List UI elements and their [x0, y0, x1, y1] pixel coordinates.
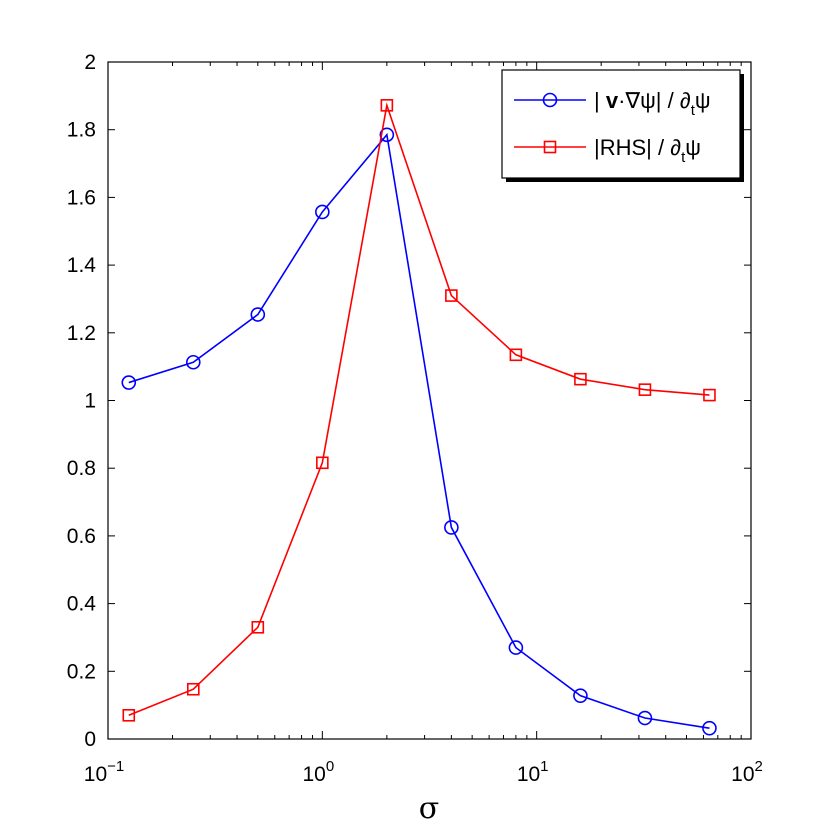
data-point [508, 640, 524, 655]
data-point [703, 388, 716, 402]
data-point [574, 372, 587, 386]
series-layer [121, 99, 717, 736]
x-tick-base: 10 [731, 763, 754, 786]
x-axis-label: σ [419, 791, 439, 826]
y-tick-label: 1.4 [67, 254, 97, 277]
data-point [445, 289, 458, 302]
x-tick-base: 10 [517, 763, 540, 786]
legend-entry: |RHS| / ∂tψ [514, 135, 701, 166]
data-point [185, 354, 201, 370]
x-tick-base: 10 [84, 763, 107, 786]
y-tick-label: 1.6 [67, 186, 96, 209]
legend-label: |RHS| / ∂tψ [594, 135, 701, 166]
legend-text-subscript: t [681, 149, 686, 166]
legend-text-post: ψ [685, 135, 701, 160]
y-tick-label: 0.8 [67, 457, 96, 480]
x-tick-label: 102 [731, 758, 763, 786]
x-tick-label: 100 [302, 758, 334, 786]
legend-box [501, 69, 741, 179]
data-point [444, 520, 459, 535]
legend-text-bold: v [606, 88, 619, 113]
y-tick-label: 0.6 [67, 525, 96, 548]
legend-text-subscript: t [691, 102, 696, 119]
series-1 [121, 127, 717, 736]
x-tick-exponent: 0 [326, 758, 334, 775]
x-tick-label: 101 [517, 758, 549, 786]
y-tick-label: 1 [84, 390, 96, 413]
y-tick-label: 1.2 [67, 322, 96, 345]
data-point [122, 709, 136, 722]
data-point [250, 307, 266, 322]
y-tick-label: 0 [84, 728, 96, 751]
legend-label: | v·∇ψ| / ∂tψ [594, 88, 711, 119]
legend-marker [543, 140, 557, 154]
legend-text-post: ψ [695, 88, 711, 113]
x-tick-exponent: 1 [540, 758, 548, 775]
series-line [128, 102, 710, 717]
data-point [315, 204, 330, 220]
x-tick-exponent: 2 [755, 758, 763, 775]
data-point [509, 348, 523, 362]
series-line [128, 132, 710, 729]
x-tick-base: 10 [302, 763, 325, 786]
series-2 [122, 99, 716, 722]
y-tick-label: 2 [84, 51, 96, 74]
legend-text-mid: |RHS| / ∂ [594, 135, 681, 160]
y-tick-label: 0.2 [67, 660, 96, 683]
data-point [251, 620, 265, 634]
legend: | v·∇ψ| / ∂tψ|RHS| / ∂tψ [501, 69, 744, 182]
x-tick-label: 10−1 [84, 758, 124, 786]
data-point [637, 710, 653, 726]
legend-text-pre: | [594, 88, 606, 113]
data-point [121, 375, 137, 390]
data-point [316, 456, 329, 470]
data-point [379, 127, 395, 143]
y-tick-label: 1.8 [67, 119, 96, 142]
data-point [573, 688, 588, 703]
data-point [702, 720, 717, 736]
x-tick-exponent: −1 [107, 758, 124, 775]
legend-text-mid: ·∇ψ| / ∂ [618, 88, 691, 113]
data-point [186, 682, 200, 696]
data-point [638, 383, 652, 396]
data-point [380, 99, 394, 112]
legend-entry: | v·∇ψ| / ∂tψ [514, 88, 711, 119]
y-tick-label: 0.4 [67, 593, 97, 616]
legend-marker [542, 92, 558, 108]
